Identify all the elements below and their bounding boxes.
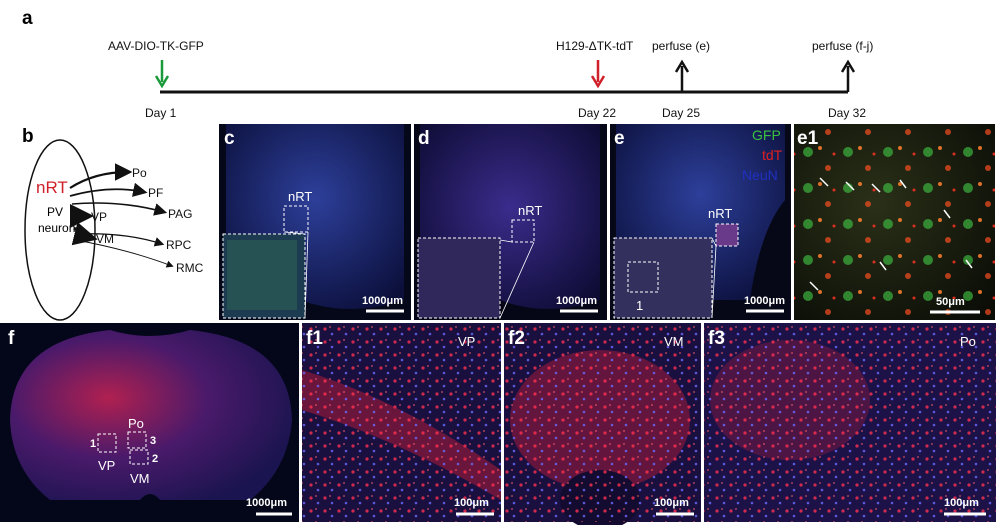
arrow	[840, 59, 856, 92]
target-label: PAG	[168, 207, 192, 221]
channel-label: NeuN	[742, 167, 778, 183]
day-label: Day 32	[828, 106, 866, 120]
panel-label: e	[614, 128, 625, 149]
panel-label: a	[22, 8, 33, 29]
region-label: Po	[128, 416, 144, 431]
panel-f3: f3 Po 100μm	[704, 323, 996, 522]
zoom-line	[283, 231, 309, 319]
arrow	[590, 60, 606, 89]
panel-label: f3	[708, 328, 725, 349]
region-label: VM	[130, 471, 150, 486]
region-label: VM	[664, 334, 684, 349]
channel-label: tdT	[762, 147, 783, 163]
scale-label: 1000μm	[556, 295, 597, 307]
panel-label: f	[8, 328, 15, 349]
inset-label: 1	[636, 298, 643, 313]
region-label: nRT	[708, 206, 732, 221]
cells	[504, 323, 701, 522]
panel-a: a AAV-DIO-TK-GFP Day 1 H129-ΔTK-tdT Day …	[22, 8, 873, 120]
panel-label: f1	[306, 328, 323, 349]
region-label: nRT	[288, 189, 312, 204]
region-label: VP	[458, 334, 475, 349]
cell-label: neuron	[38, 221, 75, 235]
scale-label: 100μm	[454, 497, 489, 509]
scale-label: 1000μm	[362, 295, 403, 307]
panel-label: e1	[797, 128, 819, 149]
perfusion-label: perfuse (f-j)	[812, 39, 873, 53]
region-label: Po	[960, 334, 976, 349]
target-label: VP	[91, 210, 107, 224]
day-label: Day 25	[662, 106, 700, 120]
arrows	[809, 177, 973, 291]
arrow	[154, 60, 170, 89]
zoom-line	[711, 237, 717, 319]
injection-label: AAV-DIO-TK-GFP	[108, 39, 204, 53]
brain-section	[10, 330, 292, 500]
inset	[613, 237, 713, 319]
target-label: RMC	[176, 261, 204, 275]
target-label: VM	[96, 232, 114, 246]
panel-label: b	[22, 126, 34, 147]
projections	[69, 163, 174, 268]
panel-d: d nRT 1000μm	[414, 124, 607, 320]
panel-e: e GFP tdT NeuN nRT 1 1000μm	[610, 124, 791, 320]
source-label: nRT	[36, 178, 68, 197]
cells	[302, 323, 501, 522]
panel-c: c nRT 1000μm	[219, 124, 411, 320]
target-label: Po	[132, 166, 147, 180]
panel-f: f Po VP VM 1 2 3 1000μm	[0, 323, 299, 522]
panel-f2: f2 VM 100μm	[504, 323, 701, 530]
cell-label: PV	[47, 205, 63, 219]
panel-label: c	[224, 128, 235, 149]
roi-boxes	[97, 431, 149, 465]
arrow	[674, 59, 690, 92]
box-label: 3	[150, 435, 156, 447]
roi-box	[283, 205, 309, 233]
scale-label: 50μm	[936, 296, 965, 308]
cells	[794, 124, 995, 320]
box-label: 2	[152, 453, 158, 465]
inset-box	[627, 261, 659, 293]
zoom-line	[499, 239, 535, 319]
scale-label: 100μm	[944, 497, 979, 509]
day-label: Day 1	[145, 106, 177, 120]
perfusion-label: perfuse (e)	[652, 39, 710, 53]
scale-label: 100μm	[654, 497, 689, 509]
scale-label: 1000μm	[246, 497, 287, 509]
region-label: nRT	[518, 203, 542, 218]
day-label: Day 22	[578, 106, 616, 120]
panel-label: d	[418, 128, 430, 149]
scale-label: 1000μm	[744, 295, 785, 307]
inset-signal	[227, 240, 297, 310]
injection-label: H129-ΔTK-tdT	[556, 39, 634, 53]
panel-label: f2	[508, 328, 525, 349]
target-label: PF	[148, 186, 163, 200]
channel-label: GFP	[752, 127, 781, 143]
panel-f1: f1 VP 100μm	[302, 323, 501, 522]
roi-box	[715, 223, 739, 247]
panel-e1: e1 50μm	[794, 124, 995, 320]
box-label: 1	[90, 438, 96, 450]
cells	[704, 323, 996, 522]
inset	[417, 237, 501, 319]
roi-box	[511, 219, 535, 243]
target-label: RPC	[166, 238, 192, 252]
region-label: VP	[98, 458, 115, 473]
panel-b: b nRT PV neuron Po PF PAG VP VM RPC RMC	[22, 126, 204, 321]
